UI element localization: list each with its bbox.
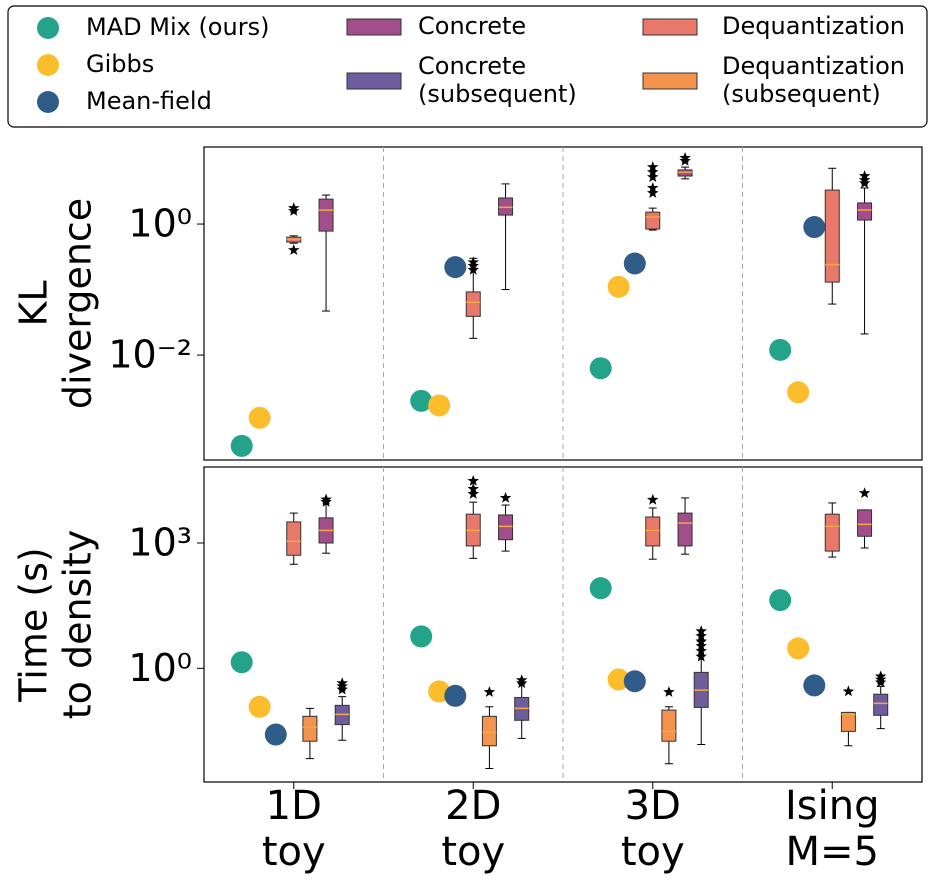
scatter-point [769,589,792,612]
scatter-point [410,625,433,648]
outlier [695,645,707,656]
box [840,711,856,732]
legend-label-line: Dequantization [722,52,905,80]
legend-label: Concrete (subsequent) [418,52,577,108]
box [498,197,514,216]
x-tick-label: M=5 [786,829,879,875]
legend-marker [346,18,402,36]
box [645,211,661,230]
y-axis-label: to density [56,530,100,720]
legend-label: Dequantization (subsequent) [722,52,905,108]
box [465,291,481,317]
outlier [499,491,512,503]
outlier [288,244,300,255]
scatter-point [787,381,810,404]
box [857,202,873,221]
legend-marker [37,17,59,39]
legend-marker [37,54,59,76]
x-tick-label: 1D [266,783,322,829]
y-axis-label: divergence [56,198,100,409]
box [286,521,302,556]
legend-label: Concrete [418,12,526,40]
outlier [647,187,659,198]
outlier [483,686,496,697]
box [873,693,889,716]
outlier [647,493,659,505]
box [824,513,840,552]
box [677,169,693,177]
box [824,189,840,283]
box [302,715,318,742]
outlier [516,677,528,689]
legend-marker [642,72,698,90]
outlier [288,205,300,216]
legend-label-line: (subsequent) [722,80,881,108]
scatter-point [248,695,271,718]
y-tick-label: 10⁻² [108,333,192,377]
scatter-point [230,651,253,674]
box [318,198,334,232]
legend-label: Gibbs [86,50,154,78]
scatter-point [410,389,433,412]
legend-label-line: (subsequent) [418,80,577,108]
legend-label-line: Concrete [418,52,526,80]
scatter-point [607,668,630,691]
scatter-point [623,252,646,275]
box [498,514,514,541]
outlier [875,676,887,688]
legend-frame [7,5,928,128]
outlier [467,263,479,275]
outlier [647,171,659,182]
scatter-point [264,723,287,746]
outlier [842,685,855,697]
legend-marker [346,72,402,90]
scatter-point [607,275,630,298]
box [677,512,693,547]
y-tick-label: 10⁰ [128,646,192,690]
outlier [858,177,871,189]
scatter-point [623,670,646,693]
scatter-point [248,406,271,429]
box [661,709,677,742]
legend-label: MAD Mix (ours) [86,13,269,41]
x-tick-label: 3D [625,783,681,829]
y-axis-label: KL [12,280,56,326]
legend-marker [642,18,698,36]
legend-label: Dequantization [722,12,905,40]
y-tick-label: 10³ [128,521,192,565]
scatter-point [589,357,612,380]
outlier [320,496,332,507]
x-tick-label: toy [262,829,326,875]
outlier [679,154,691,166]
outlier [663,686,675,697]
outlier [858,487,871,498]
scatter-point [589,577,612,600]
x-tick-label: 2D [445,783,501,829]
outlier [695,650,707,662]
y-tick-label: 10⁰ [128,202,192,246]
scatter-point [787,637,810,660]
box [645,516,661,547]
scatter-point [230,434,253,457]
outlier [336,683,348,695]
scatter-point [428,394,451,417]
scatter-point [444,684,467,707]
legend-label: Mean-field [86,87,212,115]
x-tick-label: toy [621,829,685,875]
scatter-point [803,674,826,697]
scatter-point [803,216,826,239]
x-tick-label: Ising [785,783,880,829]
x-tick-label: toy [441,829,505,875]
y-axis-label: Time (s) [12,547,56,703]
box [857,509,873,537]
legend-marker [37,91,59,113]
outlier [467,474,479,486]
scatter-point [444,256,467,279]
scatter-point [769,338,792,361]
outlier [467,488,479,499]
box [481,715,497,747]
